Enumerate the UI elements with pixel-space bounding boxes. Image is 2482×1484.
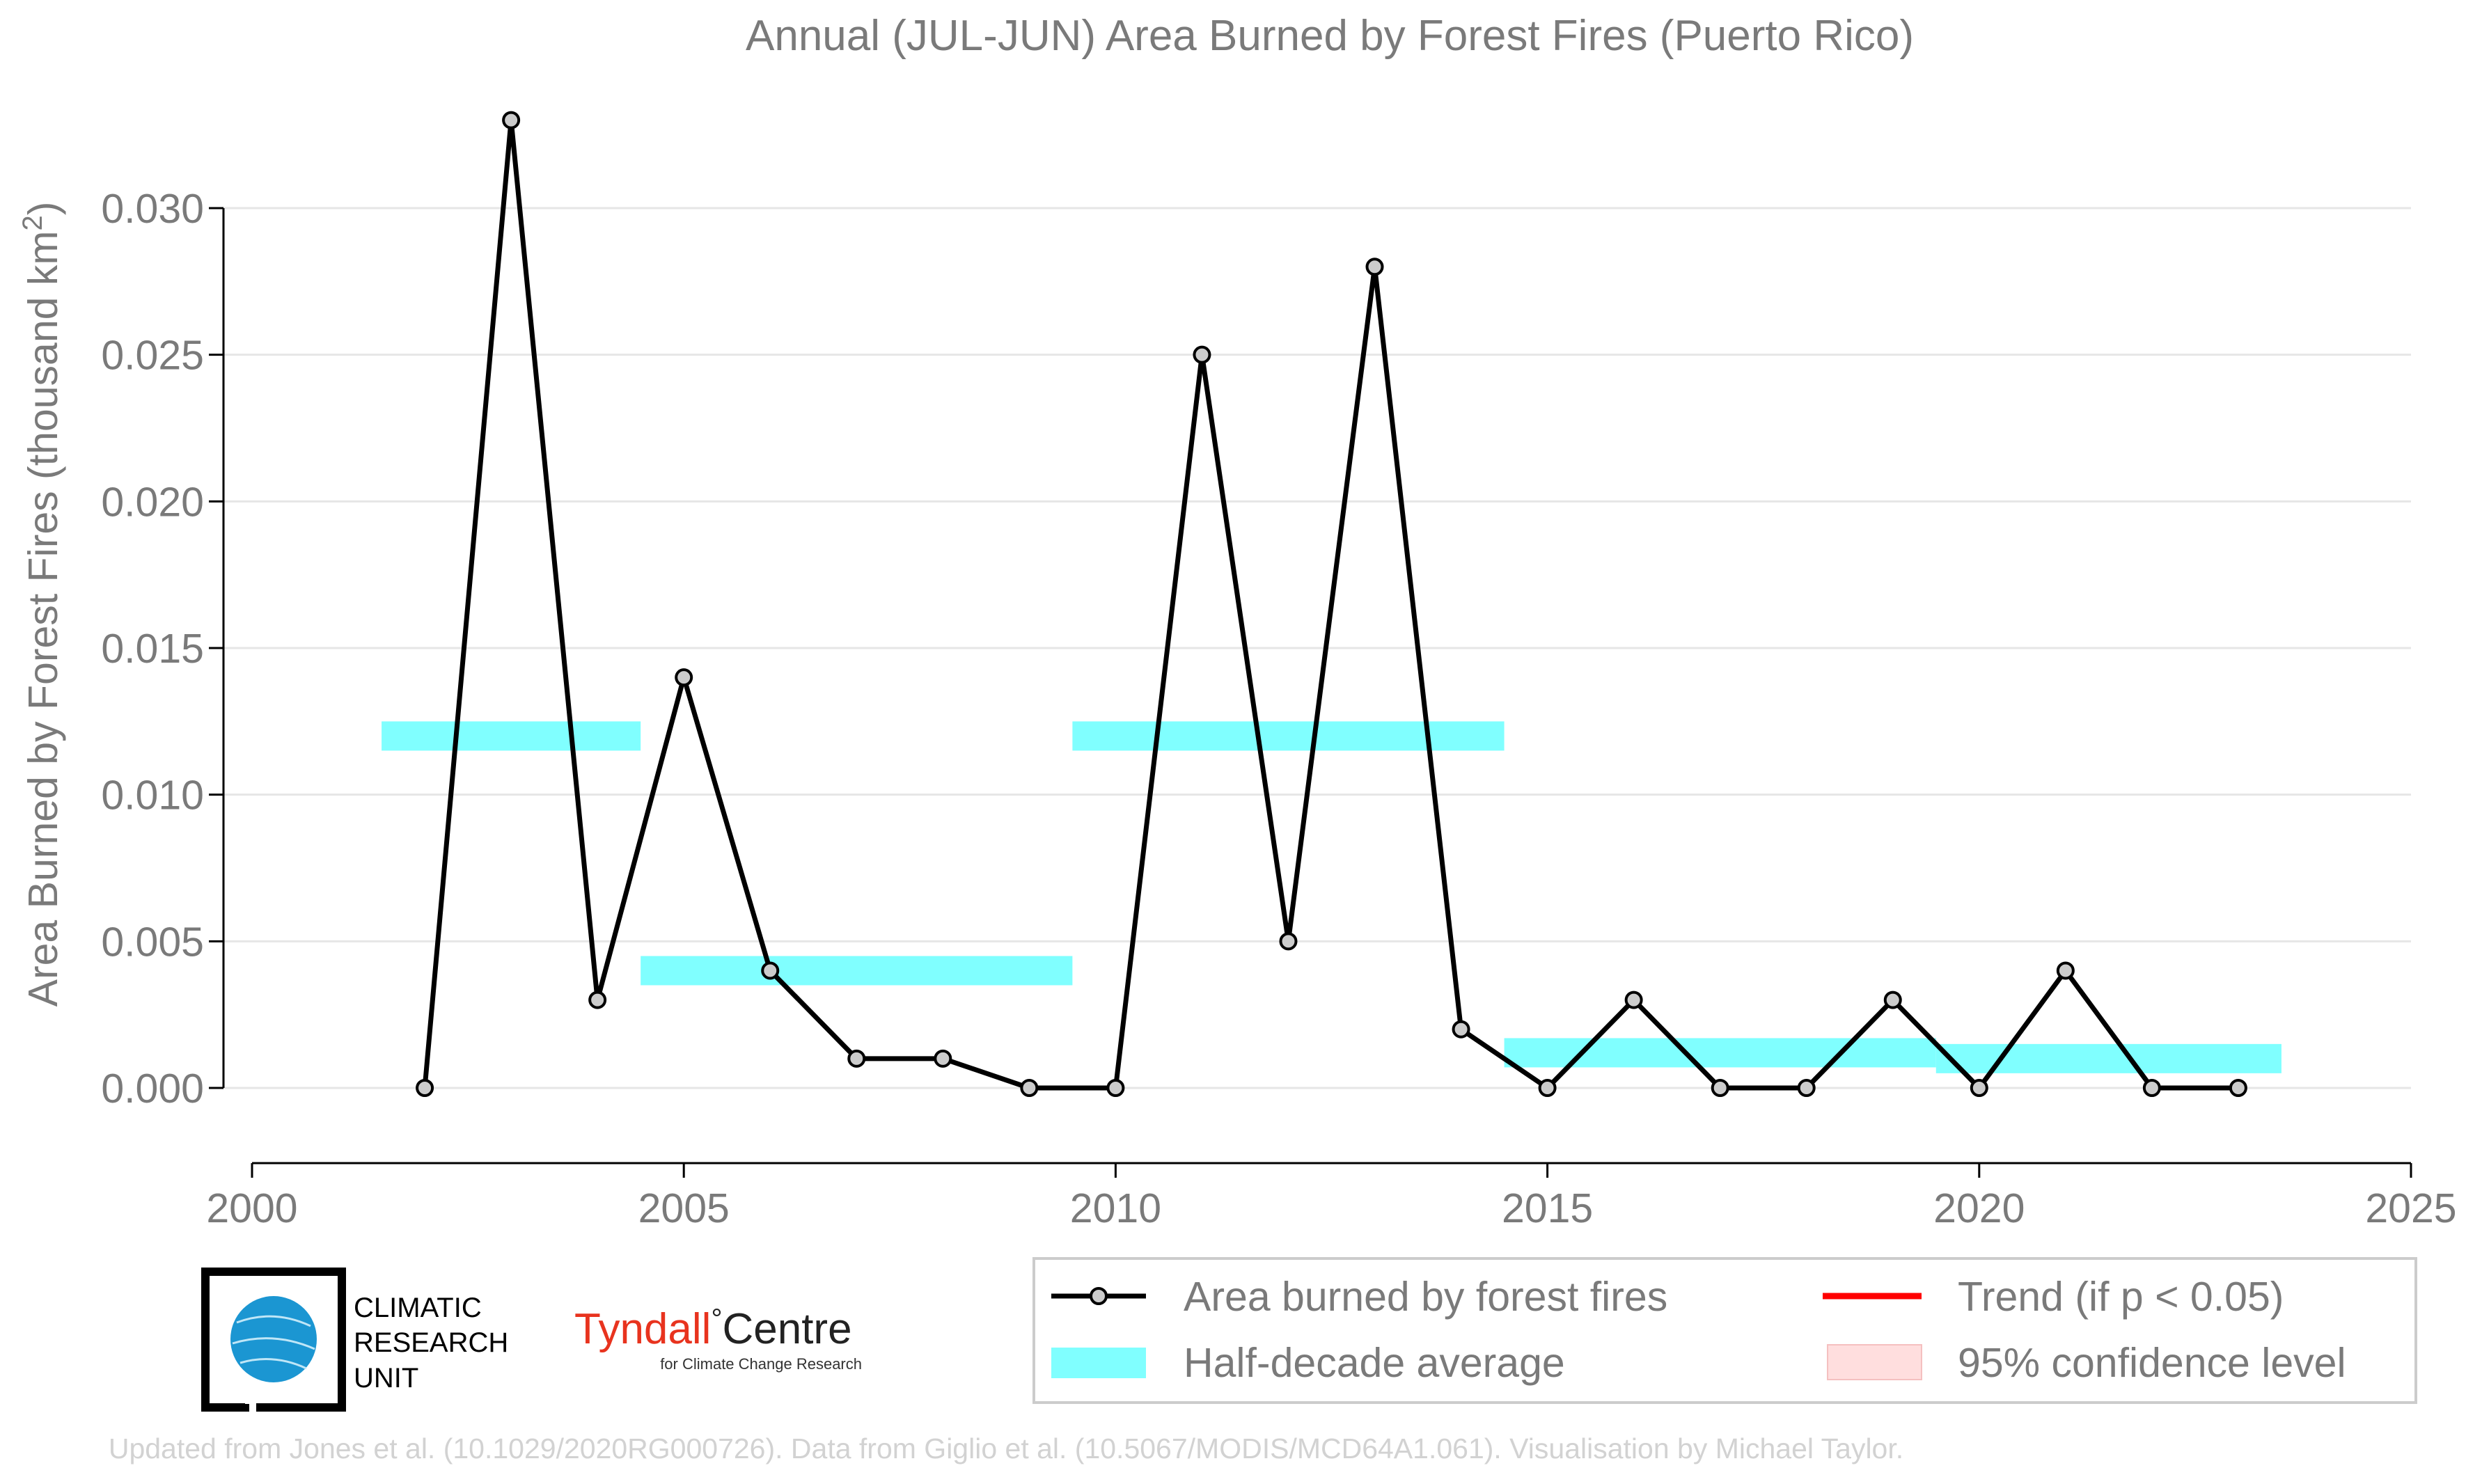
area-burned-line [422,118,2238,1091]
x-tick-label: 2015 [1502,1185,1593,1231]
data-point [934,1049,952,1068]
globe-lines [232,1315,315,1370]
x-tick-label: 2005 [638,1185,730,1231]
y-tick-label: 0.025 [101,333,204,379]
half-decade-average-bar [641,956,1073,986]
data-point [502,111,521,129]
half-decade-average-bar [1935,1043,2281,1073]
data-point [2229,1079,2247,1097]
data-point [847,1049,866,1068]
x-tick-label: 2000 [206,1185,297,1231]
cru-frame-right [256,1268,346,1412]
x-tick-label: 2025 [2365,1185,2456,1231]
half-decade-average-bar [382,721,641,751]
data-point [1970,1079,1988,1097]
credit-line: Updated from Jones et al. (10.1029/2020R… [109,1432,1903,1465]
data-point [1279,932,1298,951]
y-tick-label: 0.030 [101,186,204,232]
data-point [1106,1079,1125,1097]
legend-average-swatch [1051,1348,1146,1378]
data-point [416,1079,434,1097]
data-point [1797,1079,1816,1097]
chart-title: Annual (JUL-JUN) Area Burned by Forest F… [746,12,1914,60]
gridlines [223,207,2411,1089]
legend-label-average: Half-decade average [1184,1340,1565,1386]
data-point [1193,345,1211,364]
x-tick-label: 2020 [1933,1185,2025,1231]
data-point [1452,1020,1470,1039]
y-axis: 0.000 0.005 0.010 0.015 0.020 0.025 0.030 [101,186,225,1112]
legend-box [1032,1257,2417,1404]
x-axis: 2000 2005 2010 2015 2020 2025 [206,1162,2457,1231]
data-point [1624,990,1643,1009]
y-tick-label: 0.005 [101,919,204,965]
cru-line-3: UNIT [354,1363,418,1394]
cru-logo: CLIMATIC RESEARCH UNIT [201,1268,508,1412]
legend-label-area: Area burned by forest fires [1184,1274,1667,1320]
data-point [2142,1079,2161,1097]
data-point [1711,1079,1729,1097]
x-tick-label: 2010 [1070,1185,1161,1231]
area-burned-series [416,111,2247,1097]
data-point [2056,961,2075,980]
cru-line-1: CLIMATIC [354,1293,482,1323]
tyndall-logo: Tyndall°Centre for Climate Change Resear… [574,1304,862,1373]
legend-label-trend: Trend (if p < 0.05) [1958,1274,2284,1320]
data-point [1883,990,1902,1009]
legend-confidence-swatch [1827,1344,1922,1380]
y-tick-label: 0.010 [101,773,204,819]
half-decade-average-bar [1504,1038,1936,1068]
y-tick-label: 0.020 [101,479,204,525]
legend: Area burned by forest fires Trend (if p … [1032,1257,2417,1404]
cru-line-2: RESEARCH [354,1327,508,1358]
legend-marker-swatch [1090,1287,1108,1305]
half-decade-average-bar [1072,721,1505,751]
y-tick-label: 0.000 [101,1066,204,1112]
tyndall-wordmark: Tyndall°Centre [574,1304,852,1353]
half-decade-average-bars [382,721,2281,1073]
y-tick-label: 0.015 [101,626,204,672]
legend-label-confidence: 95% confidence level [1958,1340,2346,1386]
y-axis-label: Area Burned by Forest Fires (thousand km… [17,202,66,1007]
tyndall-subtitle: for Climate Change Research [660,1355,862,1373]
data-point [1365,258,1384,276]
data-point [675,668,693,687]
data-point [1538,1079,1557,1097]
data-point [1020,1079,1039,1097]
data-point [761,961,780,980]
data-point [588,990,607,1009]
